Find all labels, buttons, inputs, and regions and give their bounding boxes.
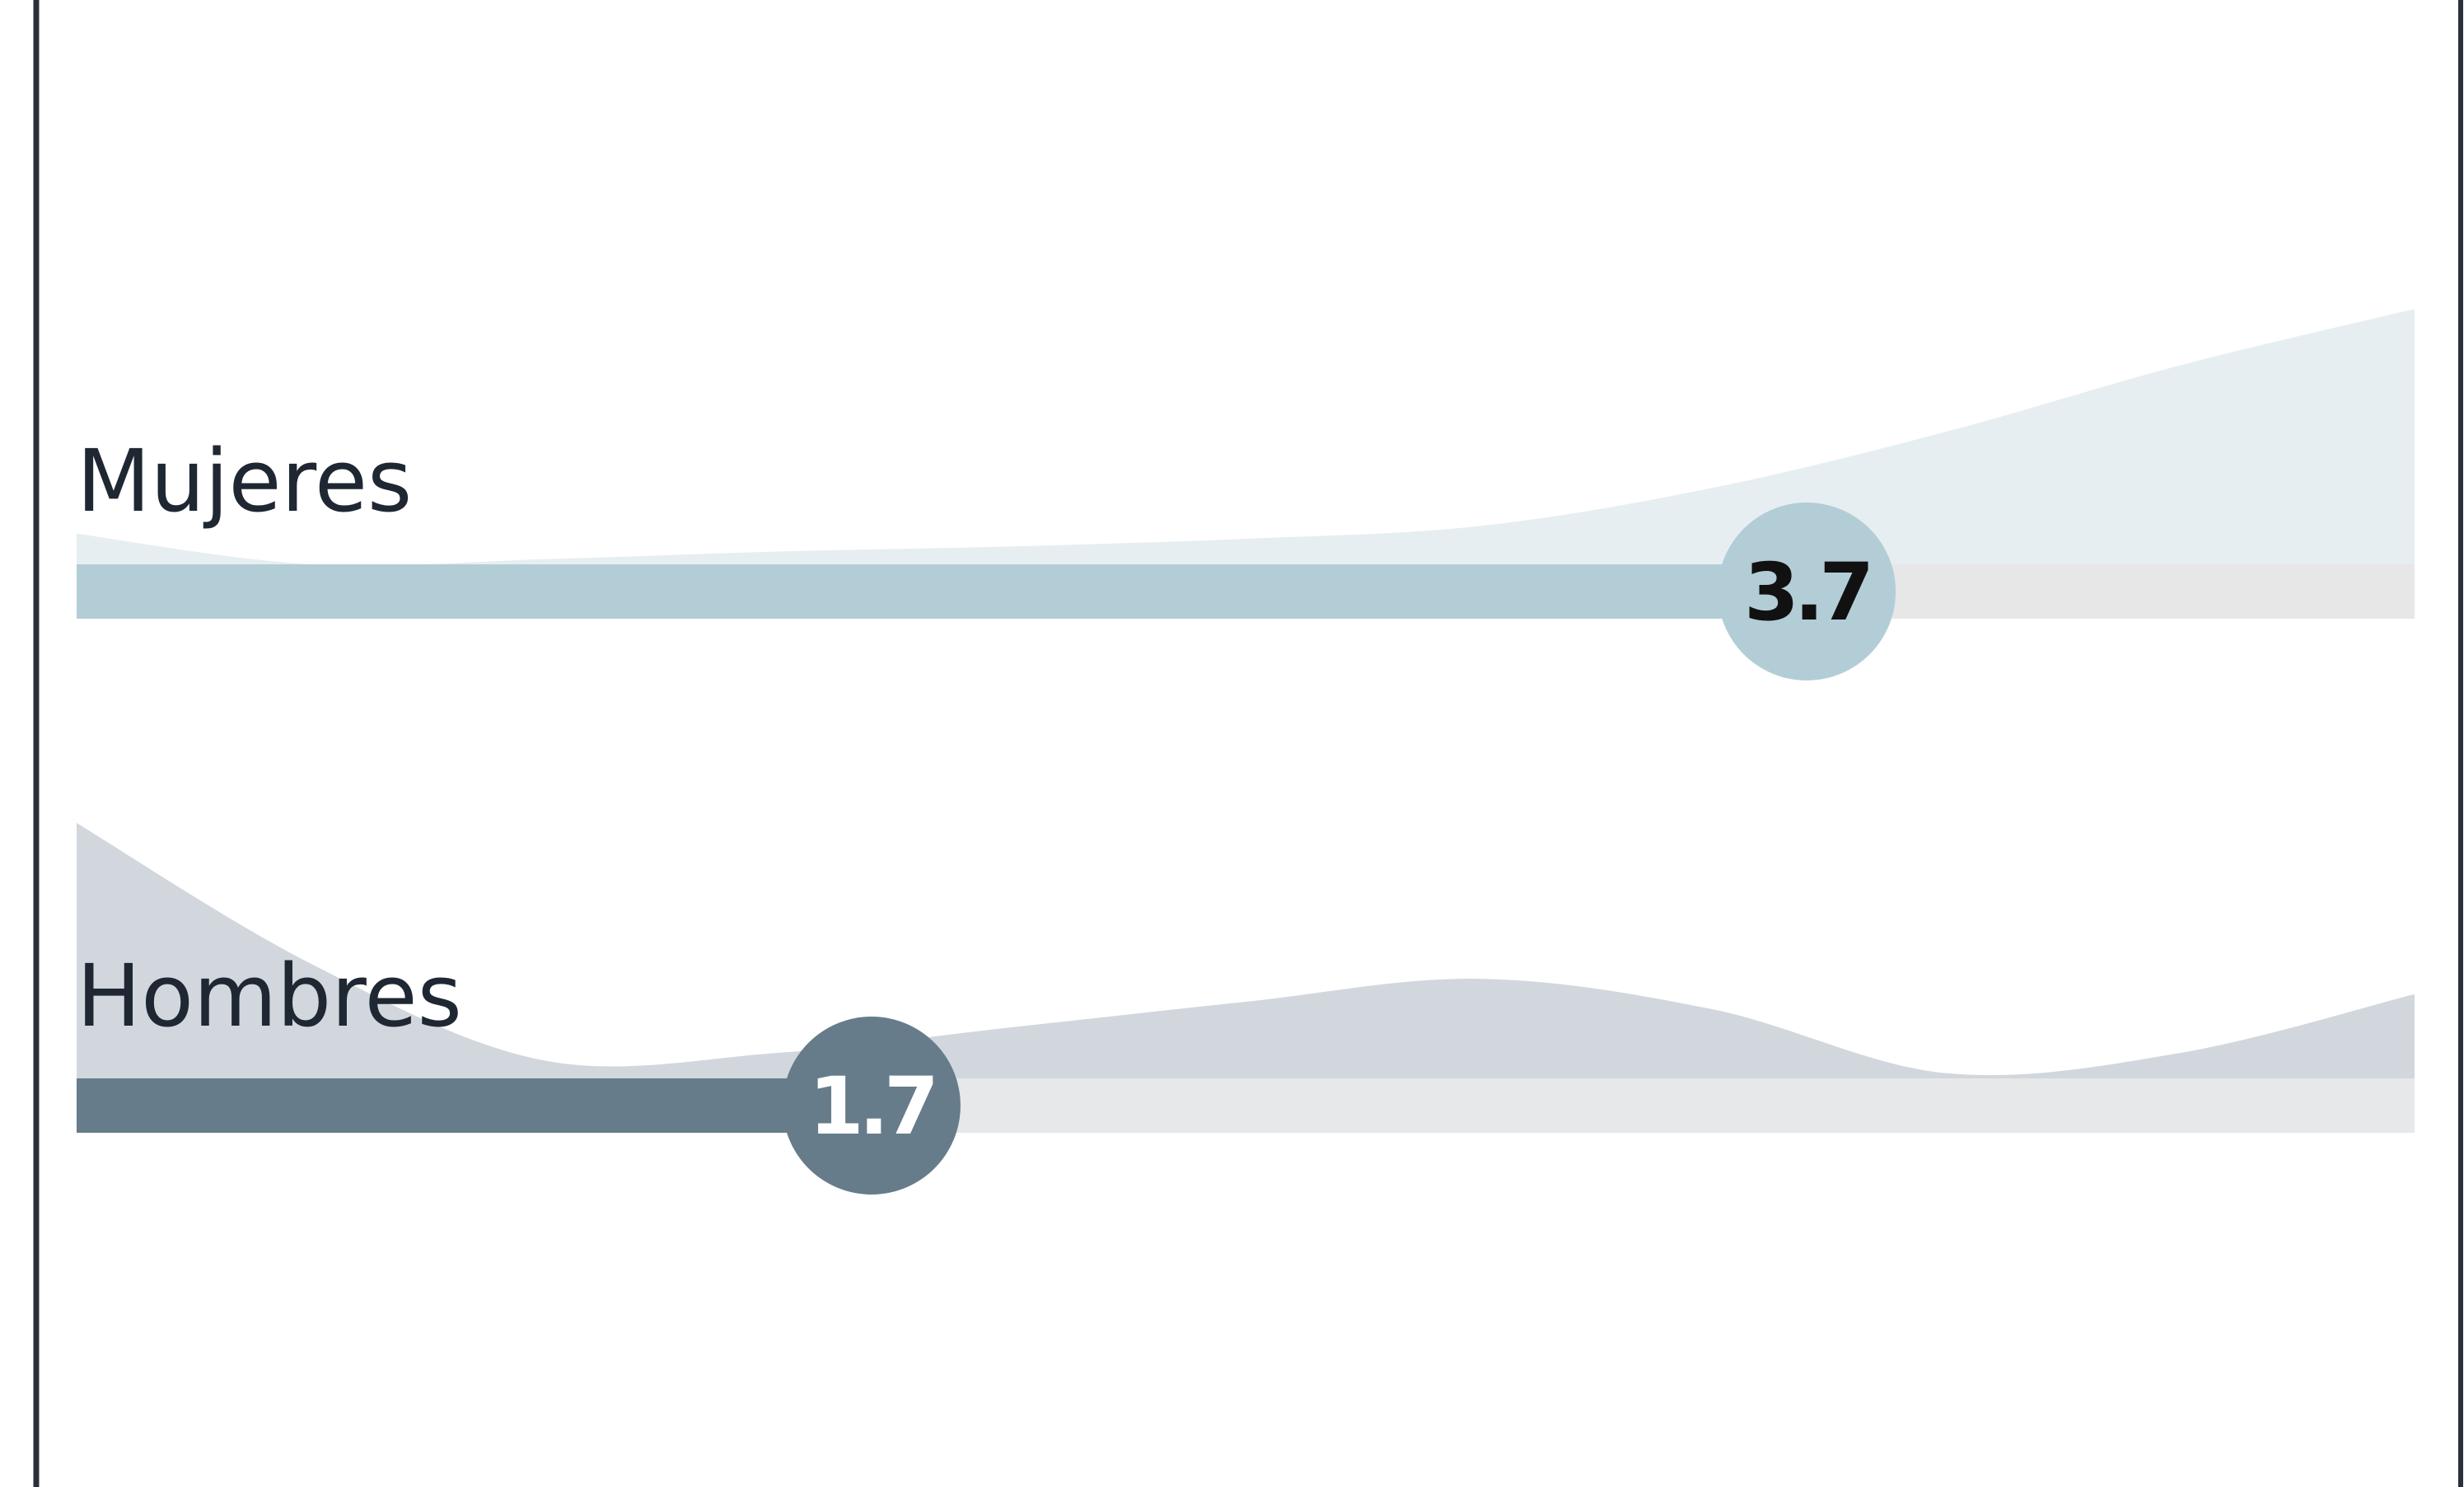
value-marker-hombres bbox=[782, 1017, 961, 1195]
value-label-mujeres: 3.7 bbox=[1744, 546, 1869, 638]
bar-hombres bbox=[77, 1078, 872, 1133]
distribution-area-hombres bbox=[77, 823, 2415, 1078]
row-hombres: 1.7 Hombres bbox=[77, 823, 2415, 1195]
value-label-hombres: 1.7 bbox=[809, 1060, 934, 1153]
row-label-hombres: Hombres bbox=[77, 946, 462, 1046]
row-label-mujeres: Mujeres bbox=[77, 431, 412, 531]
bar-mujeres bbox=[77, 564, 1807, 619]
row-mujeres: 3.7 Mujeres bbox=[77, 309, 2415, 680]
distribution-area-mujeres bbox=[77, 309, 2415, 566]
value-marker-mujeres bbox=[1718, 503, 1896, 680]
